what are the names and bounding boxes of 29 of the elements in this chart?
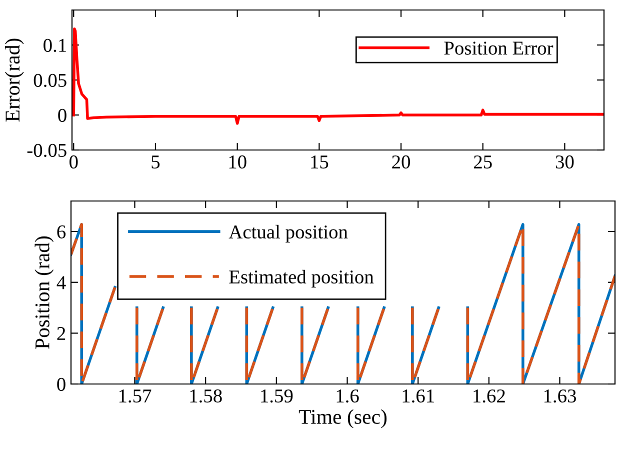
y-tick-label: 0.1: [44, 38, 66, 52]
y-axis-title: Position (rad): [34, 236, 54, 349]
y-axis-title: Error(rad): [4, 38, 24, 122]
x-tick-label: 1.62: [474, 389, 505, 403]
x-tick-label: 1.61: [402, 389, 434, 403]
line-series: [72, 28, 604, 125]
legend-label: Estimated position: [229, 270, 374, 288]
x-tick-label: 1.59: [261, 389, 293, 403]
y-tick-label: 4: [56, 276, 66, 290]
x-tick-label: 25: [474, 155, 492, 169]
y-tick-label: 0: [58, 108, 66, 122]
x-tick-label: 1.57: [119, 390, 152, 403]
x-axis-title: Time (sec): [298, 409, 387, 428]
x-tick-label: 5: [152, 156, 160, 169]
y-tick-label: 0: [57, 378, 66, 391]
x-tick-label: 1.63: [544, 389, 576, 403]
x-tick-label: 10: [229, 155, 246, 169]
x-tick-label: 15: [311, 156, 328, 169]
x-tick-label: 1.58: [190, 389, 222, 403]
legend-label: Position Error: [444, 42, 554, 55]
y-tick-label: 6: [57, 225, 66, 238]
y-tick-label: -0.05: [27, 144, 66, 158]
x-tick-label: 30: [556, 155, 574, 169]
y-tick-label: 2: [57, 327, 66, 340]
legend-label: Actual position: [228, 224, 348, 242]
y-tick-label: 0.05: [34, 74, 66, 88]
x-tick-label: 1.6: [336, 389, 359, 403]
x-tick-label: 20: [392, 155, 410, 169]
x-tick-label: 0: [70, 155, 78, 169]
